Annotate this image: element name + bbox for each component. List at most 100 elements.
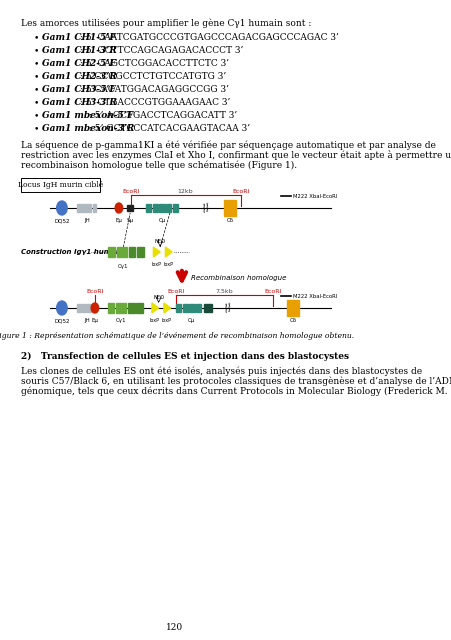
Text: DQ52: DQ52: [54, 218, 69, 223]
Text: : 5’ GCTCCCATCACGAAGTACAA 3’: : 5’ GCTCCCATCACGAAGTACAA 3’: [86, 124, 249, 133]
Text: 2)   Transfection de cellules ES et injection dans des blastocystes: 2) Transfection de cellules ES et inject…: [21, 352, 349, 361]
Text: 120: 120: [166, 623, 183, 632]
Text: Cμ: Cμ: [187, 318, 194, 323]
Bar: [152, 204, 157, 212]
Bar: [182, 304, 188, 312]
Bar: [175, 304, 181, 312]
Text: : 5’ AGCTGACCTCAGGACATT 3’: : 5’ AGCTGACCTCAGGACATT 3’: [86, 111, 236, 120]
Text: Les amorces utilisées pour amplifier le gène Cγ1 humain sont :: Les amorces utilisées pour amplifier le …: [21, 18, 311, 28]
Text: •: •: [33, 33, 39, 42]
Bar: [82, 204, 86, 212]
Bar: [204, 304, 212, 312]
Ellipse shape: [115, 203, 122, 213]
Text: EcoRI: EcoRI: [232, 189, 249, 194]
Text: : 5’ GCTTCCAGCAGAGACACCCT 3’: : 5’ GCTTCCAGCAGAGACACCCT 3’: [77, 46, 243, 55]
Text: •: •: [33, 124, 39, 133]
Bar: [166, 204, 171, 212]
Text: loxP: loxP: [150, 318, 160, 323]
Bar: [137, 247, 143, 257]
Bar: [196, 304, 201, 312]
Text: Gam1 CH2-3’R: Gam1 CH2-3’R: [42, 72, 117, 81]
Text: : 5’CACATGGACAGAGGCCGG 3’: : 5’CACATGGACAGAGGCCGG 3’: [77, 85, 229, 94]
Bar: [146, 204, 151, 212]
Bar: [128, 303, 134, 313]
Bar: [87, 304, 91, 312]
Bar: [77, 204, 80, 212]
Text: •: •: [33, 46, 39, 55]
Polygon shape: [152, 303, 158, 313]
Text: Gam1 CH3-5’F: Gam1 CH3-5’F: [42, 85, 116, 94]
Text: Recombinaison homologue: Recombinaison homologue: [190, 275, 285, 281]
Bar: [77, 304, 80, 312]
Text: Gam1 mbexon-5’F: Gam1 mbexon-5’F: [42, 111, 133, 120]
Text: Eμ: Eμ: [115, 218, 122, 223]
Text: •: •: [33, 111, 39, 120]
Text: Gam1 mbexon-3’R: Gam1 mbexon-3’R: [42, 124, 134, 133]
Text: //: //: [201, 202, 210, 214]
Circle shape: [56, 301, 67, 315]
Text: loxP: loxP: [161, 318, 171, 323]
Text: Cγ1: Cγ1: [118, 264, 129, 269]
Bar: [108, 247, 115, 257]
Text: Cδ: Cδ: [289, 318, 296, 323]
Text: •: •: [33, 72, 39, 81]
Text: •: •: [33, 85, 39, 94]
Text: Gam1 CH1-3’R: Gam1 CH1-3’R: [42, 46, 117, 55]
Text: Eμ: Eμ: [91, 318, 98, 323]
Text: restriction avec les enzymes ClaI et Xho I, confirmant que le vecteur était apte: restriction avec les enzymes ClaI et Xho…: [21, 150, 451, 160]
Text: •: •: [33, 59, 39, 68]
Circle shape: [56, 201, 67, 215]
Text: Les clones de cellules ES ont été isolés, analysés puis injectés dans des blasto: Les clones de cellules ES ont été isolés…: [21, 366, 422, 376]
Text: M222 XbaI-EcoRI: M222 XbaI-EcoRI: [292, 294, 336, 298]
Text: //: //: [223, 302, 232, 314]
Text: •: •: [33, 98, 39, 107]
Bar: [129, 247, 135, 257]
Text: recombinaison homologue telle que schématisée (Figure 1).: recombinaison homologue telle que schéma…: [21, 160, 297, 170]
Text: Locus IgH murin ciblé: Locus IgH murin ciblé: [18, 181, 103, 189]
Text: JH: JH: [84, 218, 90, 223]
Text: EcoRI: EcoRI: [264, 289, 281, 294]
Bar: [116, 247, 127, 257]
Text: Figure 1 : Représentation schématique de l’événement de recombinaison homologue : Figure 1 : Représentation schématique de…: [0, 332, 354, 340]
Text: : 5’CCGGCCTCTGTCCATGTG 3’: : 5’CCGGCCTCTGTCCATGTG 3’: [77, 72, 226, 81]
Bar: [159, 204, 164, 212]
Text: 12kb: 12kb: [177, 189, 193, 194]
Text: EcoRI: EcoRI: [122, 189, 139, 194]
Text: La séquence de p-gamma1KI a été vérifiée par séquençage automatique et par analy: La séquence de p-gamma1KI a été vérifiée…: [21, 140, 435, 150]
Bar: [127, 205, 133, 211]
Text: 7,5kb: 7,5kb: [215, 289, 233, 294]
Text: Gam1 CH1-5’F: Gam1 CH1-5’F: [42, 33, 116, 42]
Bar: [107, 303, 114, 313]
Bar: [173, 204, 178, 212]
Text: loxP: loxP: [163, 262, 173, 267]
Text: NEO: NEO: [153, 295, 164, 300]
Text: : 5’ CAATCGATGCCCGTGAGCCCAGACGAGCCCAGAC 3’: : 5’ CAATCGATGCCCGTGAGCCCAGACGAGCCCAGAC …: [77, 33, 338, 42]
Bar: [136, 303, 143, 313]
Polygon shape: [164, 303, 170, 313]
Text: Cγ1: Cγ1: [115, 318, 126, 323]
Bar: [286, 300, 298, 316]
Polygon shape: [165, 247, 172, 257]
Text: Gam1 CH3-3’R: Gam1 CH3-3’R: [42, 98, 117, 107]
FancyBboxPatch shape: [21, 178, 100, 192]
Text: Construction Igγ1 humain: Construction Igγ1 humain: [21, 249, 123, 255]
Text: : 5’ CAGCTCGGACACCTTCTC 3’: : 5’ CAGCTCGGACACCTTCTC 3’: [77, 59, 229, 68]
Bar: [223, 200, 235, 216]
Text: JH: JH: [84, 318, 90, 323]
Text: Cδ: Cδ: [226, 218, 233, 223]
Text: loxP: loxP: [151, 262, 161, 267]
Text: Sμ: Sμ: [126, 218, 133, 223]
Text: génomique, tels que ceux décrits dans Current Protocols in Molecular Biology (Fr: génomique, tels que ceux décrits dans Cu…: [21, 386, 447, 396]
Bar: [87, 204, 91, 212]
Text: souris C57/Black 6, en utilisant les protocoles classiques de transgènèse et d’a: souris C57/Black 6, en utilisant les pro…: [21, 376, 451, 385]
Text: Gam1 CH2-5’F: Gam1 CH2-5’F: [42, 59, 116, 68]
Text: EcoRI: EcoRI: [167, 289, 184, 294]
Text: NEO: NEO: [154, 239, 166, 244]
Bar: [82, 304, 86, 312]
Text: Cμ: Cμ: [158, 218, 166, 223]
Text: EcoRI: EcoRI: [86, 289, 103, 294]
Text: : 5’ CTGACCCGTGGAAAGAAC 3’: : 5’ CTGACCCGTGGAAAGAAC 3’: [77, 98, 230, 107]
Bar: [115, 303, 126, 313]
Ellipse shape: [91, 303, 98, 313]
Bar: [189, 304, 194, 312]
